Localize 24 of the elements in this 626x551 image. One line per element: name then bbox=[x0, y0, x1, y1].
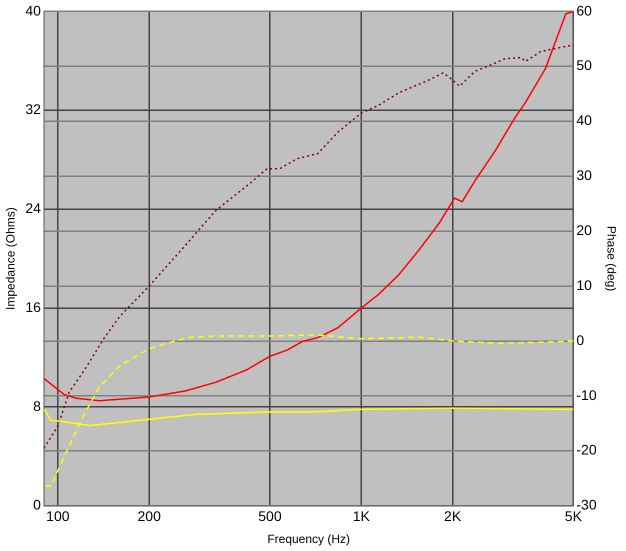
y2-tick-label: 50 bbox=[576, 57, 592, 74]
y-axis-title: Impedance (Ohms) bbox=[4, 207, 18, 310]
y2-tick-label: -10 bbox=[576, 386, 597, 403]
y2-tick-label: -20 bbox=[576, 442, 597, 458]
y2-tick-label: 30 bbox=[576, 167, 592, 184]
y-tick-label: 16 bbox=[25, 298, 42, 315]
y-tick-label: 40 bbox=[25, 2, 42, 18]
y2-tick-label: 0 bbox=[576, 332, 584, 348]
x-tick-label: 5K bbox=[564, 508, 583, 524]
x-tick-label: 500 bbox=[258, 508, 282, 524]
y2-tick-label: 20 bbox=[576, 222, 592, 238]
y2-tick-label: 40 bbox=[576, 112, 592, 128]
y2-tick-label: 10 bbox=[576, 276, 592, 293]
y-tick-label: 8 bbox=[33, 398, 42, 414]
y2-axis-title: Phase (deg) bbox=[604, 226, 618, 292]
y-tick-label: 32 bbox=[25, 101, 42, 118]
y-tick-label: 24 bbox=[25, 200, 42, 216]
x-tick-label: 100 bbox=[46, 508, 70, 524]
y-tick-label: 0 bbox=[33, 496, 42, 513]
x-tick-label: 1K bbox=[352, 508, 371, 524]
y2-tick-label: 60 bbox=[576, 2, 592, 18]
x-axis-title: Frequency (Hz) bbox=[267, 532, 350, 546]
x-tick-label: 200 bbox=[138, 508, 162, 524]
x-tick-label: 2K bbox=[444, 508, 462, 524]
